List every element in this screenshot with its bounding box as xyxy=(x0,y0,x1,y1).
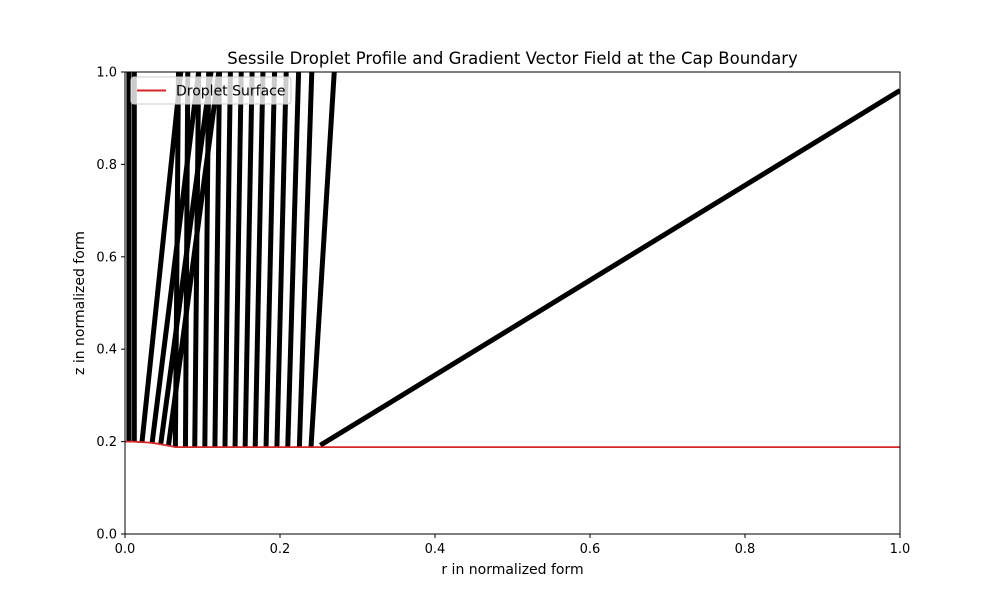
x-tick-label: 1.0 xyxy=(890,542,911,557)
y-tick-label: 0.4 xyxy=(96,343,117,358)
y-axis: 0.0 0.2 0.4 0.6 0.8 1.0 xyxy=(96,66,125,543)
legend-box xyxy=(130,76,292,105)
gradient-vector-7 xyxy=(172,72,181,448)
gradient-vector-8 xyxy=(182,72,191,448)
y-tick-label: 0.6 xyxy=(96,250,117,265)
y-axis-label: z in normalized form xyxy=(72,231,88,375)
gradient-vector-16 xyxy=(263,72,278,448)
gradient-vector-15 xyxy=(252,72,266,448)
chart-title: Sessile Droplet Profile and Gradient Vec… xyxy=(227,49,798,68)
x-tick-label: 0.0 xyxy=(115,542,136,557)
x-tick-label: 0.2 xyxy=(270,542,291,557)
x-tick-label: 0.4 xyxy=(425,542,446,557)
gradient-vector-12 xyxy=(222,72,233,448)
gradient-vector-13 xyxy=(232,72,244,448)
gradient-vector-17 xyxy=(274,72,289,448)
gradient-vector-21 xyxy=(318,88,900,448)
y-tick-label: 0.0 xyxy=(96,528,117,543)
plot-background xyxy=(125,72,900,534)
y-tick-label: 0.8 xyxy=(96,158,117,173)
x-axis-label: r in normalized form xyxy=(441,562,583,578)
gradient-vector-18 xyxy=(285,72,302,448)
series-layer xyxy=(125,440,900,449)
legend-label-droplet-surface: Droplet Surface xyxy=(176,84,285,100)
gradient-vector-14 xyxy=(242,72,255,448)
legend: Droplet Surface xyxy=(130,76,292,105)
gradient-vector-20 xyxy=(308,72,337,448)
gradient-vector-3 xyxy=(139,72,184,442)
x-axis: 0.0 0.2 0.4 0.6 0.8 1.0 xyxy=(115,534,911,557)
plot-frame xyxy=(124,71,901,535)
y-tick-label: 0.2 xyxy=(96,435,117,450)
gradient-vector-10 xyxy=(202,72,212,448)
series-line-droplet-surface xyxy=(125,440,900,449)
gradient-vector-9 xyxy=(192,72,202,448)
gradient-vector-19 xyxy=(296,72,315,448)
x-tick-label: 0.8 xyxy=(735,542,756,557)
gradient-vector-field xyxy=(126,72,900,448)
x-tick-label: 0.6 xyxy=(580,542,601,557)
y-tick-label: 1.0 xyxy=(96,66,117,81)
gradient-vector-11 xyxy=(212,72,223,448)
